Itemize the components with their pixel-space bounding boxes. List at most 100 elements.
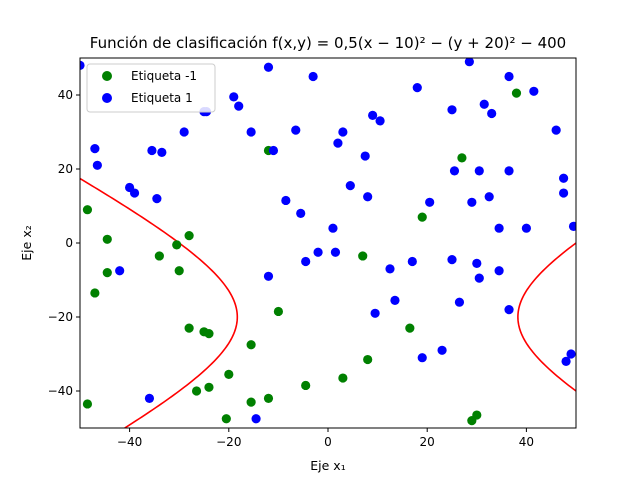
data-point bbox=[358, 251, 368, 261]
data-point bbox=[363, 192, 373, 202]
data-point bbox=[204, 382, 214, 392]
data-point bbox=[474, 166, 484, 176]
data-point bbox=[157, 147, 167, 157]
data-point bbox=[494, 266, 504, 276]
data-point bbox=[296, 208, 306, 218]
data-point bbox=[191, 386, 202, 396]
data-point bbox=[375, 116, 385, 126]
data-point bbox=[559, 188, 569, 198]
data-point bbox=[246, 340, 256, 350]
data-point bbox=[405, 323, 415, 333]
data-point bbox=[360, 151, 370, 161]
data-point bbox=[234, 101, 244, 111]
data-point bbox=[363, 354, 373, 365]
data-point bbox=[487, 108, 497, 119]
y-axis-label: Eje x₂ bbox=[19, 225, 34, 260]
data-point bbox=[425, 197, 435, 207]
data-point bbox=[263, 62, 274, 72]
x-axis-label: Eje x₁ bbox=[310, 458, 345, 473]
y-tick-label: −20 bbox=[48, 310, 73, 324]
data-point bbox=[147, 145, 157, 156]
data-point bbox=[263, 271, 274, 281]
data-point bbox=[152, 194, 162, 204]
data-point bbox=[467, 197, 477, 207]
data-point bbox=[129, 188, 140, 198]
data-point bbox=[184, 323, 194, 333]
data-point bbox=[474, 273, 484, 283]
data-point bbox=[390, 295, 400, 305]
legend-label-etiqueta-1: Etiqueta 1 bbox=[131, 91, 193, 105]
data-point bbox=[246, 127, 256, 137]
data-point bbox=[511, 88, 522, 98]
data-point bbox=[521, 223, 532, 233]
data-point bbox=[80, 60, 85, 70]
data-point bbox=[504, 166, 514, 176]
data-point bbox=[484, 192, 494, 202]
data-point bbox=[251, 414, 261, 424]
legend-marker-etiqueta-1 bbox=[102, 93, 112, 103]
data-point bbox=[472, 410, 482, 420]
y-tick-label: 40 bbox=[58, 88, 73, 102]
data-point bbox=[561, 356, 571, 366]
data-point bbox=[301, 380, 311, 391]
legend-label-etiqueta-neg1: Etiqueta -1 bbox=[131, 69, 197, 83]
x-tick-label: 40 bbox=[519, 435, 534, 449]
data-point bbox=[568, 221, 576, 231]
data-point bbox=[417, 353, 427, 363]
boundary-curve-right bbox=[517, 242, 576, 392]
x-tick-label: 20 bbox=[420, 435, 435, 449]
data-point bbox=[479, 99, 489, 109]
data-point bbox=[115, 266, 125, 276]
data-point bbox=[224, 369, 234, 379]
data-point bbox=[338, 127, 348, 137]
data-point bbox=[90, 288, 100, 298]
x-tick-label: −20 bbox=[216, 435, 241, 449]
data-point bbox=[449, 166, 460, 176]
data-point bbox=[204, 329, 214, 339]
data-point bbox=[417, 212, 427, 222]
data-point bbox=[268, 145, 279, 156]
data-point bbox=[333, 138, 343, 148]
data-point bbox=[184, 231, 194, 241]
x-axis-ticks: −40 −20 0 20 40 bbox=[117, 428, 534, 449]
data-point bbox=[345, 181, 355, 191]
data-point bbox=[92, 160, 102, 170]
data-point bbox=[154, 251, 164, 261]
data-point bbox=[229, 92, 239, 102]
data-point bbox=[82, 399, 93, 409]
data-points bbox=[80, 58, 576, 426]
x-tick-label: −40 bbox=[117, 435, 142, 449]
data-point bbox=[291, 125, 301, 135]
data-point bbox=[172, 240, 182, 250]
data-point bbox=[301, 256, 311, 267]
data-point bbox=[447, 255, 457, 265]
legend-box bbox=[86, 63, 216, 113]
y-tick-label: 0 bbox=[65, 236, 73, 250]
data-point bbox=[102, 234, 112, 244]
x-tick-label: 0 bbox=[324, 435, 332, 449]
data-point bbox=[457, 153, 467, 163]
data-point bbox=[308, 71, 318, 82]
data-point bbox=[464, 58, 474, 67]
y-axis-ticks: −40 −20 0 20 40 bbox=[48, 88, 80, 398]
legend-marker-etiqueta-neg1 bbox=[102, 71, 112, 81]
data-point bbox=[370, 308, 380, 318]
data-point bbox=[174, 266, 184, 276]
legend: Etiqueta -1 Etiqueta 1 bbox=[86, 63, 216, 113]
y-tick-label: 20 bbox=[58, 162, 73, 176]
data-point bbox=[102, 268, 112, 278]
series-etiqueta-neg1 bbox=[82, 88, 522, 426]
data-point bbox=[273, 306, 283, 317]
data-point bbox=[328, 223, 338, 233]
plot-area bbox=[79, 57, 577, 429]
data-point bbox=[551, 125, 561, 135]
data-point bbox=[368, 110, 378, 120]
data-point bbox=[82, 205, 93, 215]
data-point bbox=[504, 71, 514, 82]
data-point bbox=[385, 264, 395, 274]
data-point bbox=[412, 83, 422, 93]
data-point bbox=[179, 127, 189, 137]
data-point bbox=[494, 223, 504, 233]
data-point bbox=[90, 144, 100, 154]
